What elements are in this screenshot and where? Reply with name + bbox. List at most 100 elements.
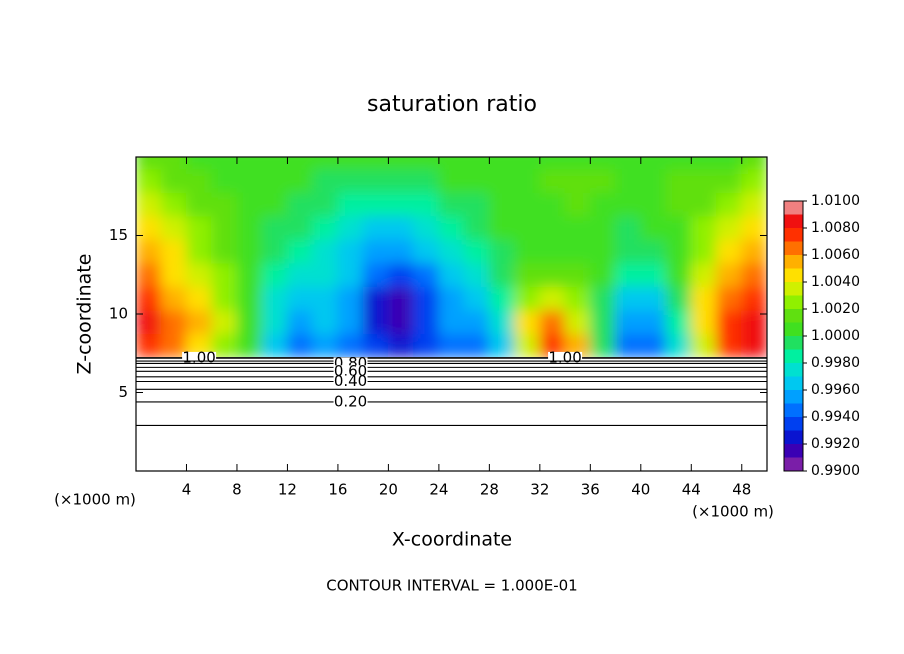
field (136, 157, 767, 358)
x-tick-label: 28 (480, 481, 499, 499)
colorbar-swatch (784, 363, 803, 377)
field-cell (539, 286, 566, 311)
field-cell (488, 168, 516, 193)
field-cell (337, 191, 364, 217)
field-cell (640, 157, 667, 170)
field-cell (286, 309, 314, 335)
field-cell (413, 309, 440, 335)
field-cell (690, 191, 718, 217)
field-cell (463, 168, 490, 193)
field-cell (387, 309, 415, 335)
field-cell (438, 286, 465, 311)
colorbar-swatch (784, 295, 803, 309)
colorbar-swatch (784, 403, 803, 417)
field-cell (438, 262, 465, 288)
field-cell (413, 215, 440, 240)
field-cell (564, 191, 591, 217)
field-cell (615, 168, 642, 193)
field-cell (589, 286, 617, 311)
field-cell (236, 168, 263, 193)
field-cell (362, 191, 389, 217)
field-cell (160, 286, 187, 311)
field-cell (665, 309, 692, 335)
field-cell (236, 333, 263, 358)
field-cell (160, 309, 187, 335)
colorbar-tick-label: 1.0000 (811, 328, 860, 344)
colorbar-tick-label: 1.0020 (811, 301, 860, 317)
field-cell (387, 168, 415, 193)
field-cell (589, 215, 617, 240)
field-cell (185, 157, 213, 170)
field-cell (640, 215, 667, 240)
contour-label: 0.60 (334, 362, 367, 380)
field-cell (741, 262, 767, 288)
field-cell (488, 157, 516, 170)
field-cell (286, 168, 314, 193)
colorbar-tick-label: 1.0100 (811, 193, 860, 209)
field-cell (261, 168, 288, 193)
field-cell (716, 333, 743, 358)
field-cell (185, 168, 213, 193)
field-cell (362, 215, 389, 240)
colorbar-tick-label: 0.9940 (811, 409, 860, 425)
field-cell (690, 309, 718, 335)
field-cell (312, 191, 339, 217)
x-tick-label: 16 (328, 481, 347, 499)
field-cell (716, 262, 743, 288)
field-cell (185, 238, 213, 264)
field-cell (741, 215, 767, 240)
field-cell (286, 157, 314, 170)
field-cell (362, 157, 389, 170)
field-cell (741, 157, 767, 170)
field-cell (665, 191, 692, 217)
field-cell (539, 262, 566, 288)
field-cell (690, 238, 718, 264)
field-cell (211, 191, 238, 217)
chart-title: saturation ratio (367, 92, 537, 117)
field-cell (387, 157, 415, 170)
field-cell (589, 238, 617, 264)
field-cell (286, 215, 314, 240)
field-cell (312, 262, 339, 288)
contour-label: 0.20 (334, 392, 367, 410)
field-cell (438, 157, 465, 170)
colorbar-swatch (784, 444, 803, 458)
field-cell (185, 309, 213, 335)
field-cell (261, 215, 288, 240)
colorbar-swatch (784, 417, 803, 431)
field-cell (640, 191, 667, 217)
colorbar-swatch (784, 430, 803, 444)
field-cell (615, 238, 642, 264)
field-cell (716, 286, 743, 311)
field-cell (362, 168, 389, 193)
colorbar-swatch (784, 336, 803, 350)
field-cell (716, 309, 743, 335)
field-cell (514, 309, 541, 335)
field-cell (514, 238, 541, 264)
field-cell (236, 286, 263, 311)
colorbar-tick-label: 0.9900 (811, 463, 860, 479)
field-cell (438, 333, 465, 358)
field-cell (160, 262, 187, 288)
colorbar-tick-label: 1.0080 (811, 220, 860, 236)
field-cell (640, 262, 667, 288)
field-cell (589, 333, 617, 358)
field-cell (136, 168, 162, 193)
field-cell (488, 215, 516, 240)
x-tick-label: 20 (379, 481, 398, 499)
field-cell (136, 333, 162, 358)
field-cell (413, 238, 440, 264)
field-cell (741, 238, 767, 264)
field-cell (261, 191, 288, 217)
field-cell (337, 168, 364, 193)
field-cell (236, 215, 263, 240)
field-cell (438, 191, 465, 217)
field-cell (463, 309, 490, 335)
colorbar-tick-label: 1.0040 (811, 274, 860, 290)
field-cell (741, 191, 767, 217)
field-cell (488, 238, 516, 264)
field-cell (665, 262, 692, 288)
field-cell (211, 262, 238, 288)
field-cell (539, 238, 566, 264)
field-cell (539, 157, 566, 170)
